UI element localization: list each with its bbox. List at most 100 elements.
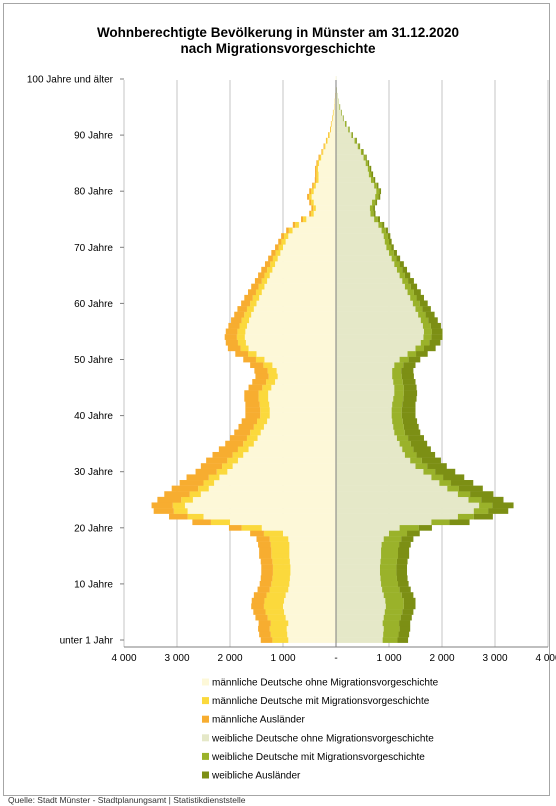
- bar-male-aus-age-52: [227, 345, 241, 352]
- bar-male-ohne-age-94: [333, 109, 336, 116]
- bar-female-aus-age-54: [431, 334, 443, 340]
- bar-female-aus-age-7: [403, 597, 416, 604]
- bar-male-ohne-age-56: [246, 322, 336, 329]
- bar-female-aus-age-43: [403, 395, 417, 402]
- bar-female-ohne-age-79: [336, 193, 376, 200]
- bar-male-ohne-age-86: [321, 154, 336, 161]
- bar-female-aus-age-60: [419, 300, 428, 307]
- bar-female-ohne-age-88: [336, 143, 358, 150]
- bar-female-aus-age-80: [379, 188, 382, 195]
- bar-female-aus-age-12: [396, 569, 408, 576]
- bar-male-aus-age-83: [315, 171, 317, 178]
- bar-male-ohne-age-66: [272, 266, 336, 273]
- bar-male-mit-age-87: [322, 149, 324, 155]
- bar-female-ohne-age-83: [336, 171, 369, 178]
- bar-female-ohne-age-46: [336, 379, 394, 385]
- bar-female-ohne-age-19: [336, 530, 389, 537]
- bar-male-mit-age-19: [263, 530, 283, 537]
- bar-female-ohne-age-45: [336, 384, 395, 391]
- bar-female-mit-age-27: [447, 485, 459, 492]
- bar-female-aus-age-79: [378, 193, 381, 200]
- bar-female-mit-age-56: [422, 322, 431, 329]
- bar-male-mit-age-11: [272, 575, 290, 582]
- bar-female-ohne-age-61: [336, 294, 411, 301]
- bar-female-ohne-age-81: [336, 182, 375, 189]
- bar-male-ohne-age-35: [253, 440, 336, 447]
- bar-female-mit-age-15: [381, 552, 399, 559]
- x-tick-label-7: 3 000: [482, 653, 507, 664]
- bar-female-mit-age-16: [381, 547, 399, 554]
- bar-male-aus-age-84: [315, 165, 317, 172]
- bar-male-aus-age-89: [325, 137, 327, 144]
- bar-male-aus-age-65: [258, 272, 265, 279]
- bar-female-aus-age-81: [376, 182, 379, 189]
- bar-female-mit-age-12: [379, 569, 397, 576]
- bar-male-mit-age-31: [222, 463, 233, 469]
- bar-female-mit-age-18: [383, 536, 402, 542]
- bar-male-mit-age-4: [267, 614, 286, 621]
- x-tick-label-0: 4 000: [111, 653, 136, 664]
- bar-male-mit-age-1: [270, 631, 288, 638]
- bar-male-aus-age-77: [311, 205, 314, 211]
- bar-male-aus-age-76: [309, 210, 312, 217]
- bar-male-ohne-age-75: [306, 216, 336, 223]
- legend: männliche Deutsche ohne Migrationsvorges…: [202, 678, 439, 782]
- bar-male-aus-age-72: [281, 233, 285, 239]
- bar-female-mit-age-81: [374, 182, 377, 189]
- bar-male-ohne-age-17: [289, 541, 336, 548]
- bar-male-ohne-age-85: [319, 160, 336, 167]
- bar-female-aus-age-15: [398, 552, 410, 559]
- bar-male-mit-age-90: [328, 132, 330, 138]
- bar-female-ohne-age-50: [336, 356, 400, 363]
- bar-female-aus-age-32: [421, 457, 441, 464]
- bar-male-ohne-age-4: [285, 614, 336, 621]
- bar-male-aus-age-34: [218, 446, 238, 453]
- bar-female-mit-age-54: [423, 334, 432, 340]
- bar-female-aus-age-45: [403, 384, 417, 391]
- bar-female-ohne-age-72: [336, 233, 384, 239]
- bar-male-mit-age-65: [264, 272, 270, 279]
- bar-female-aus-age-76: [373, 210, 376, 217]
- bar-female-ohne-age-6: [336, 603, 386, 610]
- y-tick-label-0: unter 1 Jahr: [60, 636, 114, 647]
- bar-male-mit-age-94: [333, 109, 334, 116]
- y-tick-label-1: 10 Jahre: [74, 579, 113, 590]
- bar-female-mit-age-64: [402, 278, 409, 284]
- bar-female-aus-age-59: [422, 306, 431, 312]
- bar-female-mit-age-34: [402, 446, 414, 453]
- bar-male-ohne-age-61: [259, 294, 336, 301]
- bar-female-mit-age-76: [370, 210, 374, 217]
- bar-female-mit-age-62: [407, 289, 414, 296]
- bar-male-ohne-age-34: [248, 446, 336, 453]
- bar-male-mit-age-63: [258, 283, 265, 290]
- bar-male-mit-age-82: [316, 177, 319, 183]
- bar-male-mit-age-22: [187, 513, 204, 520]
- bar-female-ohne-age-22: [336, 513, 458, 520]
- bar-male-ohne-age-11: [289, 575, 336, 582]
- bar-female-ohne-age-51: [336, 350, 408, 357]
- bar-male-mit-age-41: [260, 407, 270, 413]
- bar-male-mit-age-23: [173, 508, 188, 514]
- bar-male-mit-age-20: [241, 524, 262, 531]
- bar-female-mit-age-44: [394, 390, 404, 397]
- bar-male-aus-age-9: [257, 586, 270, 593]
- bar-female-aus-age-50: [408, 356, 421, 363]
- bar-female-ohne-age-75: [336, 216, 375, 223]
- bar-female-aus-age-52: [423, 345, 436, 352]
- bar-female-aus-age-88: [359, 143, 361, 150]
- bar-female-aus-age-44: [403, 390, 418, 397]
- bar-male-mit-age-52: [240, 345, 249, 352]
- bar-male-aus-age-81: [312, 182, 314, 189]
- bar-female-mit-age-67: [394, 261, 400, 268]
- bar-female-ohne-age-92: [336, 120, 346, 127]
- bar-female-aus-age-10: [398, 581, 409, 587]
- bar-female-ohne-age-10: [336, 581, 382, 587]
- bar-male-mit-age-81: [313, 182, 316, 189]
- bar-female-mit-age-45: [394, 384, 404, 391]
- bar-male-aus-age-14: [260, 558, 273, 565]
- bar-female-aus-age-78: [375, 199, 378, 206]
- bar-female-ohne-age-44: [336, 390, 395, 397]
- bar-female-aus-age-51: [416, 350, 428, 357]
- bar-female-ohne-age-67: [336, 261, 395, 268]
- bar-female-mit-age-35: [399, 440, 411, 447]
